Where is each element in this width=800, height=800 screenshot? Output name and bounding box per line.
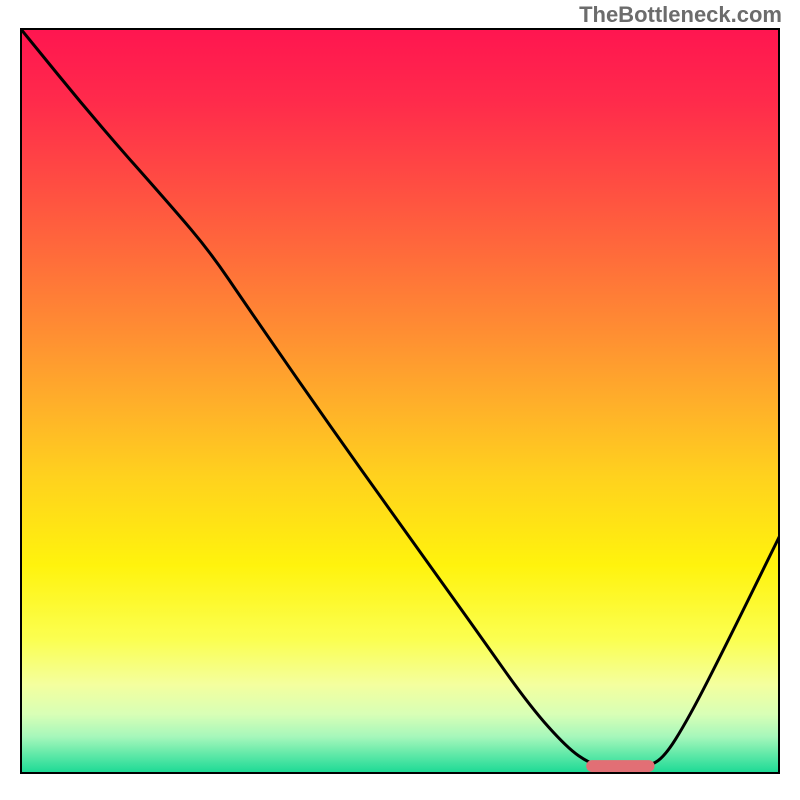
chart-container: TheBottleneck.com xyxy=(0,0,800,800)
gradient-background xyxy=(20,28,780,774)
chart-area xyxy=(20,28,780,774)
chart-svg xyxy=(20,28,780,774)
optimal-range-marker xyxy=(586,760,654,772)
watermark-text: TheBottleneck.com xyxy=(579,2,782,28)
